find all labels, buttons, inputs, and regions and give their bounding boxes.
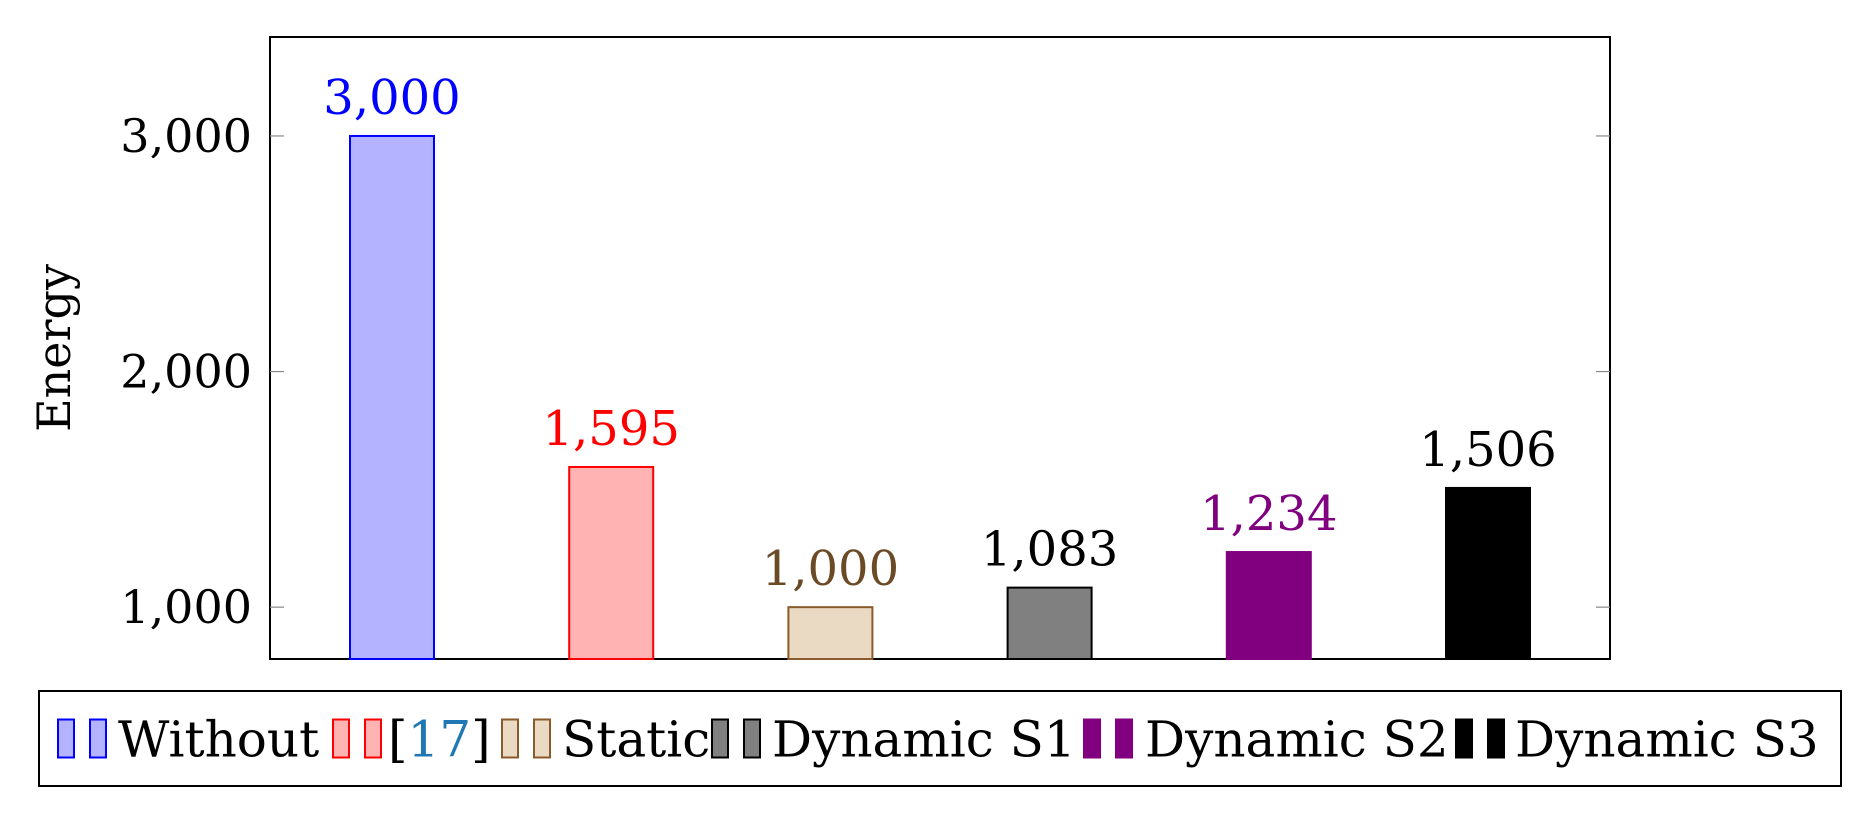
legend-swatch <box>1115 718 1133 759</box>
legend-swatch <box>332 718 350 759</box>
y-tick-label: 2,000 <box>120 345 252 399</box>
bar-dynamic-s2 <box>1225 551 1312 660</box>
bar-value-label: 1,083 <box>981 522 1118 578</box>
legend-entry: Dynamic S2 <box>1083 711 1449 769</box>
legend-reference-link[interactable]: 17 <box>408 711 472 769</box>
legend-swatch <box>501 718 519 759</box>
legend-swatch <box>743 718 761 759</box>
bar-value-label: 3,000 <box>323 70 460 126</box>
legend: Without [17] Static Dynamic S1 Dynamic S2 Dyn… <box>38 690 1842 787</box>
bar-dynamic-s3 <box>1445 486 1531 661</box>
legend-swatch <box>711 718 729 759</box>
legend-label-part: [ <box>388 711 408 769</box>
legend-swatch <box>1083 718 1101 759</box>
y-axis-label: Energy <box>27 264 81 432</box>
y-tick-label: 3,000 <box>120 109 252 163</box>
legend-label: Dynamic S3 <box>1515 711 1819 769</box>
legend-label: Static <box>562 711 710 769</box>
bar-value-label: 1,234 <box>1200 486 1337 542</box>
bar--17- <box>568 465 655 660</box>
plot-frame <box>269 36 1611 660</box>
legend-swatch <box>1487 718 1505 759</box>
y-tick-label: 1,000 <box>120 580 252 634</box>
legend-swatch <box>1455 718 1473 759</box>
legend-entry: Dynamic S3 <box>1455 711 1819 769</box>
legend-entry: Without <box>57 711 319 769</box>
legend-label: Dynamic S1 <box>772 711 1076 769</box>
legend-entry: [17] <box>332 711 491 769</box>
legend-swatch <box>57 718 75 759</box>
legend-entry: Static <box>501 711 710 769</box>
legend-label: Dynamic S2 <box>1145 711 1449 769</box>
legend-swatch <box>364 718 382 759</box>
plot-area: 1,000 2,000 3,000 Energy 3,000 1,595 1,000 1,08… <box>27 36 1611 661</box>
legend-label: Without <box>118 711 319 769</box>
bar-value-label: 1,000 <box>762 541 899 597</box>
legend-swatch <box>533 718 551 759</box>
legend-label-part: ] <box>471 711 491 769</box>
bar-static <box>787 606 874 661</box>
bar-value-label: 1,595 <box>542 401 679 457</box>
legend-swatch <box>89 718 107 759</box>
bar-without <box>349 134 435 661</box>
legend-entry: Dynamic S1 <box>711 711 1076 769</box>
legend-label: [17] <box>388 711 491 769</box>
bar-value-label: 1,506 <box>1419 422 1556 478</box>
bar-dynamic-s1 <box>1006 586 1093 661</box>
